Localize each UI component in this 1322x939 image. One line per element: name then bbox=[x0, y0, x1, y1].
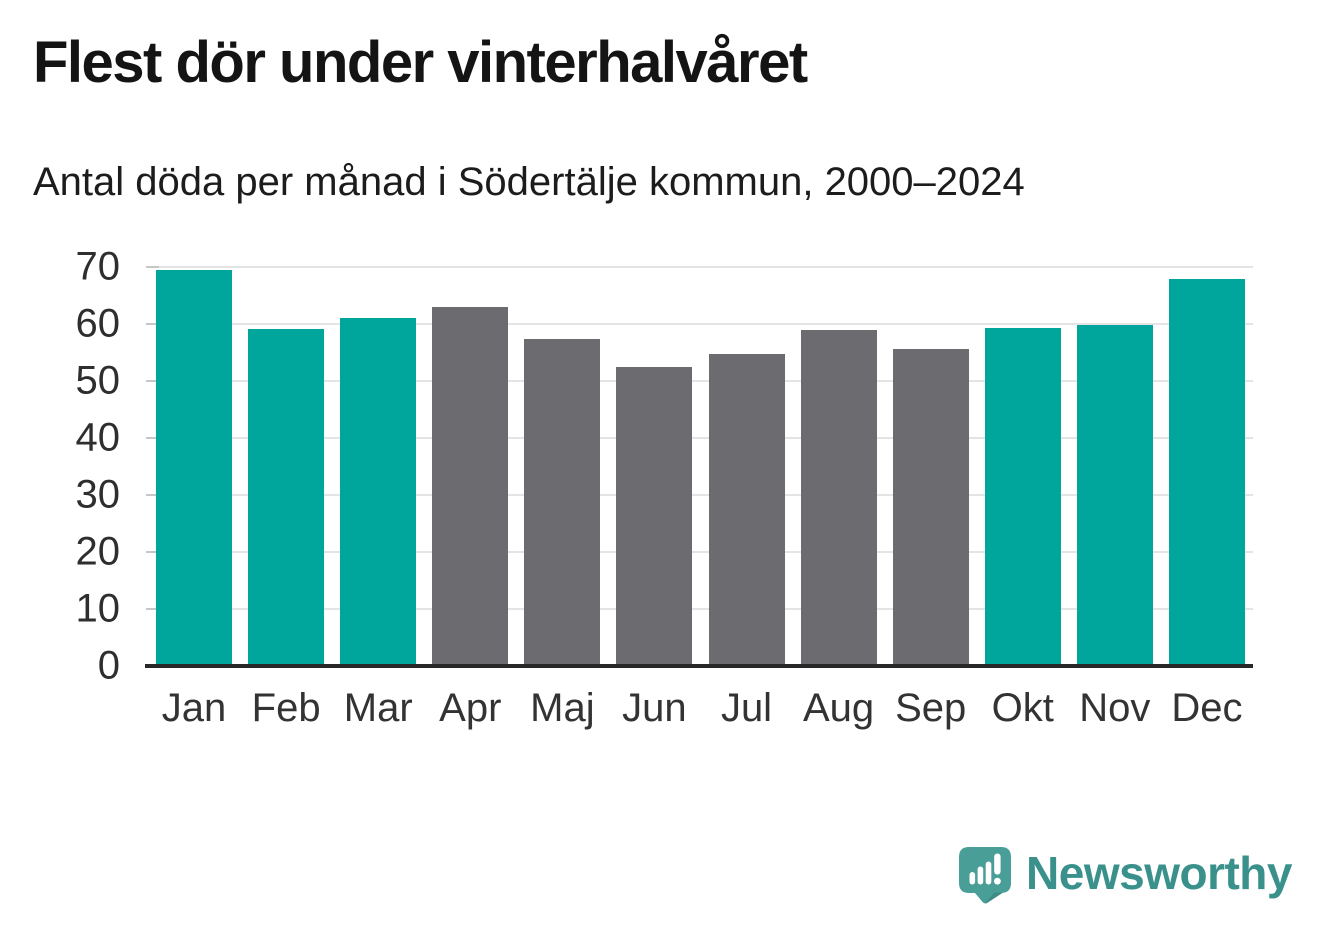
x-label-sep: Sep bbox=[895, 686, 967, 730]
y-tick-label-50: 50 bbox=[75, 358, 121, 403]
gridline-50 bbox=[146, 380, 1253, 382]
bar-jun bbox=[616, 366, 693, 666]
plot-area bbox=[145, 266, 1253, 668]
bar-jul bbox=[708, 353, 785, 666]
bar-mar bbox=[340, 317, 417, 666]
y-tick-label-20: 20 bbox=[75, 529, 121, 574]
bar-slot-jul bbox=[700, 267, 792, 666]
x-label-jan: Jan bbox=[161, 686, 227, 730]
bar-slot-aug bbox=[793, 267, 885, 666]
x-label-feb: Feb bbox=[251, 686, 321, 730]
x-label-jul: Jul bbox=[720, 686, 773, 730]
x-axis-line bbox=[145, 664, 1253, 668]
y-tick-label-30: 30 bbox=[75, 472, 121, 517]
gridline-30 bbox=[146, 494, 1253, 496]
y-tick-label-10: 10 bbox=[75, 586, 121, 631]
chart-subtitle: Antal döda per månad i Södertälje kommun… bbox=[33, 160, 1025, 204]
bar-feb bbox=[248, 329, 325, 666]
x-label-maj: Maj bbox=[530, 686, 595, 730]
y-tick-label-70: 70 bbox=[75, 244, 121, 289]
gridline-10 bbox=[146, 608, 1253, 610]
bar-sep bbox=[892, 348, 969, 666]
bar-slot-maj bbox=[516, 267, 608, 666]
bar-slot-jun bbox=[608, 267, 700, 666]
chart-title: Flest dör under vinterhalvåret bbox=[33, 30, 808, 95]
bar-slot-jan bbox=[148, 267, 240, 666]
newsworthy-logo: Newsworthy bbox=[958, 846, 1292, 906]
x-label-okt: Okt bbox=[991, 686, 1054, 730]
bar-okt bbox=[984, 328, 1061, 666]
bar-series bbox=[148, 267, 1253, 666]
gridline-70 bbox=[146, 266, 1253, 268]
y-tick-label-40: 40 bbox=[75, 415, 121, 460]
bar-slot-nov bbox=[1069, 267, 1161, 666]
x-label-jun: Jun bbox=[622, 686, 687, 730]
gridline-40 bbox=[146, 437, 1253, 439]
bar-maj bbox=[524, 338, 601, 666]
bar-slot-feb bbox=[240, 267, 332, 666]
bar-nov bbox=[1076, 325, 1153, 666]
newsworthy-logo-text: Newsworthy bbox=[1026, 847, 1292, 899]
bar-slot-mar bbox=[332, 267, 424, 666]
gridline-20 bbox=[146, 551, 1253, 553]
x-label-dec: Dec bbox=[1171, 686, 1243, 730]
x-label-nov: Nov bbox=[1079, 686, 1151, 730]
bar-dec bbox=[1168, 278, 1245, 666]
bar-jan bbox=[156, 269, 233, 666]
bar-slot-sep bbox=[885, 267, 977, 666]
newsworthy-speech-bubble-chart-icon bbox=[959, 847, 1012, 904]
bar-slot-dec bbox=[1161, 267, 1253, 666]
y-axis: 0 10 20 30 40 50 60 70 bbox=[0, 245, 134, 688]
bar-slot-apr bbox=[424, 267, 516, 666]
bar-aug bbox=[800, 329, 877, 666]
x-label-aug: Aug bbox=[803, 686, 875, 730]
y-tick-label-0: 0 bbox=[97, 643, 120, 688]
bar-apr bbox=[432, 306, 509, 666]
y-tick-label-60: 60 bbox=[75, 301, 121, 346]
gridline-60 bbox=[146, 323, 1253, 325]
x-axis-labels: Jan Feb Mar Apr Maj Jun Jul Aug Sep Okt Nov Dec bbox=[148, 686, 1253, 731]
x-label-apr: Apr bbox=[439, 686, 502, 730]
bar-slot-okt bbox=[977, 267, 1069, 666]
x-label-mar: Mar bbox=[343, 686, 413, 730]
